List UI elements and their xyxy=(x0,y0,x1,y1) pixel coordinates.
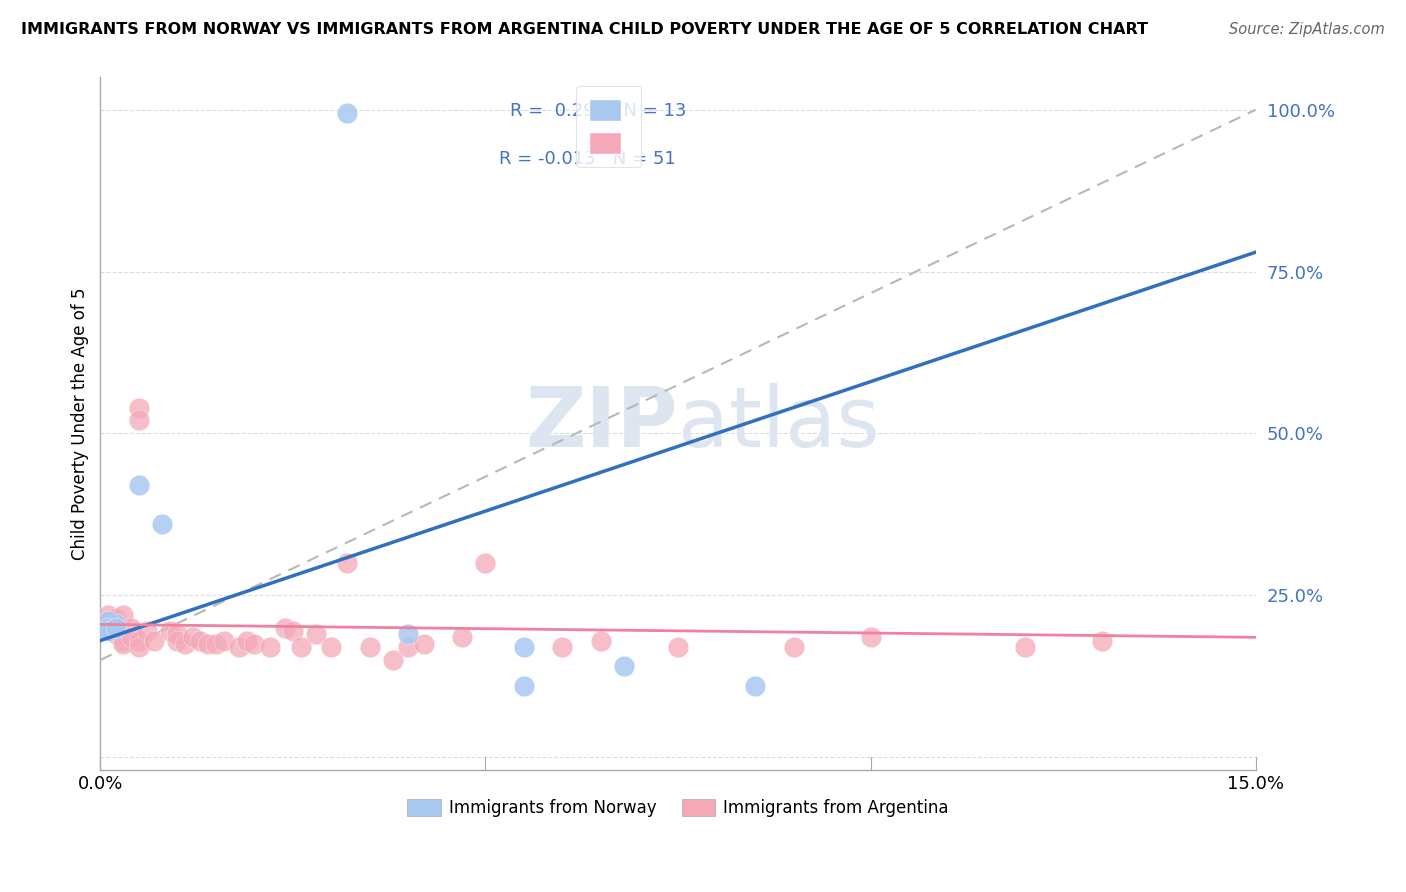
Point xyxy=(589,633,612,648)
Point xyxy=(396,627,419,641)
Point xyxy=(166,627,188,641)
Point xyxy=(1014,640,1036,654)
Point xyxy=(104,617,127,632)
Point xyxy=(104,611,127,625)
Point xyxy=(104,621,127,635)
Point xyxy=(159,624,181,638)
Point xyxy=(97,614,120,628)
Point xyxy=(782,640,804,654)
Point xyxy=(97,624,120,638)
Point xyxy=(120,630,142,644)
Point xyxy=(336,556,359,570)
Point xyxy=(451,630,474,644)
Point xyxy=(120,621,142,635)
Point xyxy=(1091,633,1114,648)
Point xyxy=(112,637,135,651)
Point xyxy=(181,630,204,644)
Point xyxy=(128,633,150,648)
Text: IMMIGRANTS FROM NORWAY VS IMMIGRANTS FROM ARGENTINA CHILD POVERTY UNDER THE AGE : IMMIGRANTS FROM NORWAY VS IMMIGRANTS FRO… xyxy=(21,22,1149,37)
Point xyxy=(205,637,228,651)
Point xyxy=(112,633,135,648)
Y-axis label: Child Poverty Under the Age of 5: Child Poverty Under the Age of 5 xyxy=(72,287,89,560)
Text: R =  0.299   N = 13: R = 0.299 N = 13 xyxy=(510,102,688,120)
Point xyxy=(112,627,135,641)
Point xyxy=(859,630,882,644)
Point xyxy=(174,637,197,651)
Point xyxy=(212,633,235,648)
Point xyxy=(513,679,536,693)
Point xyxy=(321,640,343,654)
Point xyxy=(336,106,359,120)
Point xyxy=(112,607,135,622)
Point xyxy=(143,633,166,648)
Point xyxy=(305,627,328,641)
Point xyxy=(97,607,120,622)
Point xyxy=(97,614,120,628)
Point xyxy=(190,633,212,648)
Point xyxy=(104,621,127,635)
Point xyxy=(474,556,496,570)
Point xyxy=(104,627,127,641)
Point xyxy=(197,637,219,651)
Text: Source: ZipAtlas.com: Source: ZipAtlas.com xyxy=(1229,22,1385,37)
Point xyxy=(259,640,281,654)
Point xyxy=(613,659,636,673)
Point xyxy=(150,516,173,531)
Point xyxy=(744,679,766,693)
Point xyxy=(290,640,312,654)
Text: atlas: atlas xyxy=(678,384,880,464)
Point xyxy=(235,633,257,648)
Point xyxy=(128,413,150,427)
Point xyxy=(666,640,689,654)
Point xyxy=(104,617,127,632)
Point xyxy=(243,637,266,651)
Point xyxy=(412,637,434,651)
Point xyxy=(135,624,157,638)
Point xyxy=(513,640,536,654)
Point xyxy=(128,478,150,492)
Point xyxy=(396,640,419,654)
Point xyxy=(228,640,250,654)
Point xyxy=(97,621,120,635)
Point xyxy=(128,401,150,415)
Point xyxy=(281,624,304,638)
Point xyxy=(166,633,188,648)
Point xyxy=(274,621,297,635)
Point xyxy=(382,653,405,667)
Text: ZIP: ZIP xyxy=(526,384,678,464)
Point xyxy=(359,640,381,654)
Legend: Immigrants from Norway, Immigrants from Argentina: Immigrants from Norway, Immigrants from … xyxy=(401,792,956,824)
Point xyxy=(551,640,574,654)
Text: R = -0.013   N = 51: R = -0.013 N = 51 xyxy=(499,150,676,169)
Point xyxy=(128,640,150,654)
Point xyxy=(97,621,120,635)
